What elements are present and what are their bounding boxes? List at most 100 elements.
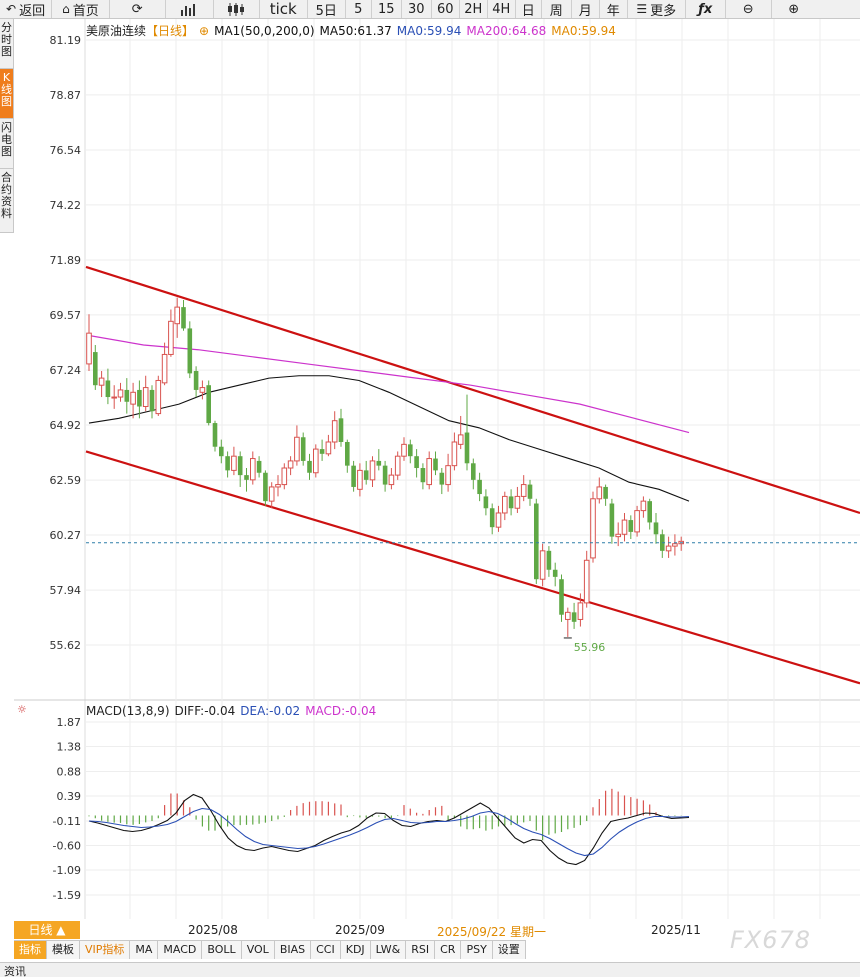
period-button-2H[interactable]: 2H [460, 0, 488, 18]
indicator-tab-3[interactable]: MA [130, 941, 159, 959]
candle-body [388, 474, 395, 486]
candlestick-button[interactable] [214, 0, 260, 18]
candle-body [93, 352, 98, 386]
menu-icon: ☰ [636, 2, 648, 16]
candle-body [168, 320, 174, 355]
candle-body [382, 465, 388, 485]
period-button-60[interactable]: 60 [432, 0, 460, 18]
price-tick-label: 76.54 [50, 144, 82, 157]
home-button[interactable]: ⌂ 首页 [52, 0, 110, 19]
candle-body [426, 458, 432, 486]
period-select-button[interactable]: 日线 ▲ [14, 921, 80, 939]
indicator-tab-7[interactable]: BIAS [274, 941, 312, 959]
candle-body [483, 496, 489, 509]
zoom-out-icon: ⊖ [742, 1, 754, 17]
candle-body [219, 446, 224, 457]
candle-body [231, 455, 237, 471]
side-tabs: 分时图 K线图 闪电图 合约资料 [0, 19, 14, 233]
indicator-tab-5[interactable]: BOLL [202, 941, 242, 959]
back-button[interactable]: ↶ 返回 [0, 0, 53, 19]
candle-body [351, 465, 356, 487]
tick-button[interactable]: tick [260, 0, 308, 18]
side-tab-timeshare[interactable]: 分时图 [0, 19, 13, 69]
bar-chart-icon [181, 3, 196, 16]
candle-body [583, 559, 590, 604]
ma200-label: MA200:64.68 [466, 24, 547, 38]
chart-header: 美原油连续【日线】 ⊕ MA1(50,0,200,0) MA50:61.37 MA0:5… [86, 22, 621, 39]
candle-body [433, 458, 438, 471]
indicator-tab-8[interactable]: CCI [311, 941, 341, 959]
macd-tick-label: 1.38 [57, 741, 82, 754]
candle-body [111, 396, 118, 399]
candle-body [331, 420, 338, 443]
ma0-label-2: MA0:59.94 [551, 24, 616, 38]
candle-body [130, 391, 136, 405]
watermark: FX678 [730, 926, 812, 954]
indicator-tab-2[interactable]: VIP指标 [80, 941, 131, 959]
more-button[interactable]: ☰ 更多 [628, 0, 686, 19]
side-tab-contract[interactable]: 合约资料 [0, 169, 13, 233]
indicator-tab-0[interactable]: 指标 [14, 941, 47, 959]
candle-body [319, 449, 325, 454]
date-axis: 2025/08 2025/09 2025/09/22 星期一 2025/11 [0, 921, 860, 939]
period-button-日[interactable]: 日 [516, 0, 542, 19]
price-tick-label: 69.57 [50, 309, 82, 322]
candle-body [471, 463, 476, 480]
settings-icon[interactable]: ⊕ [199, 24, 210, 38]
candle-body [357, 469, 363, 490]
price-tick-label: 71.89 [50, 254, 82, 267]
indicator-tab-1[interactable]: 模板 [47, 941, 80, 959]
period-button-4H[interactable]: 4H [488, 0, 516, 18]
candle-body [489, 508, 495, 528]
indicator-tab-13[interactable]: PSY [461, 941, 493, 959]
candle-body [439, 472, 445, 485]
candle-body [445, 465, 451, 486]
candle-body [212, 423, 218, 447]
period-button-15[interactable]: 15 [372, 0, 402, 18]
macd-tick-label: -0.11 [53, 815, 81, 828]
candle-body [287, 460, 294, 469]
bar-chart-button[interactable] [166, 0, 214, 18]
period-button-30[interactable]: 30 [402, 0, 432, 18]
period-button-5日[interactable]: 5日 [308, 0, 346, 19]
candle-body [275, 484, 281, 488]
formula-button[interactable]: ƒx [686, 0, 726, 18]
candle-body [621, 519, 628, 535]
ma50-label: MA50:61.37 [319, 24, 392, 38]
refresh-icon: ⟳ [131, 1, 143, 17]
refresh-button[interactable]: ⟳ [110, 0, 166, 18]
zoom-out-button[interactable]: ⊖ [726, 0, 772, 18]
period-button-5[interactable]: 5 [346, 0, 372, 18]
period-button-月[interactable]: 月 [572, 0, 600, 19]
side-tab-kline[interactable]: K线图 [0, 69, 13, 119]
date-label: 2025/09 [335, 923, 385, 937]
candle-body [647, 501, 652, 523]
indicator-tab-6[interactable]: VOL [241, 941, 275, 959]
zoom-in-button[interactable]: ⊕ [772, 0, 816, 18]
period-button-周[interactable]: 周 [542, 0, 572, 19]
macd-tick-label: 0.88 [57, 766, 82, 779]
indicator-tab-9[interactable]: KDJ [340, 941, 371, 959]
news-tab[interactable]: 资讯 [4, 965, 26, 978]
indicator-tab-11[interactable]: RSI [406, 941, 436, 959]
indicator-tab-12[interactable]: CR [435, 941, 462, 959]
candle-body [534, 503, 539, 580]
kline-chart[interactable]: 81.19 78.87 76.54 74.22 71.89 69.57 67.24 64.92… [0, 19, 860, 919]
period-button-年[interactable]: 年 [600, 0, 628, 19]
ma0-label: MA0:59.94 [396, 24, 462, 38]
date-label: 2025/11 [651, 923, 701, 937]
candle-body [615, 533, 622, 538]
candle-body [225, 456, 230, 471]
indicator-tab-14[interactable]: 设置 [492, 941, 526, 959]
low-price-label: 55.96 [574, 641, 606, 654]
macd-settings-icon[interactable]: ☼ [17, 703, 27, 716]
side-tab-flash[interactable]: 闪电图 [0, 119, 13, 169]
candle-body [401, 443, 407, 457]
ma1-label: MA1(50,0,200,0) [214, 24, 315, 38]
price-tick-label: 57.94 [50, 584, 82, 597]
candle-body [281, 467, 288, 486]
channel-upper-line [85, 265, 860, 515]
indicator-tab-4[interactable]: MACD [158, 941, 203, 959]
candle-body [369, 460, 376, 481]
indicator-tab-10[interactable]: LW& [370, 941, 407, 959]
